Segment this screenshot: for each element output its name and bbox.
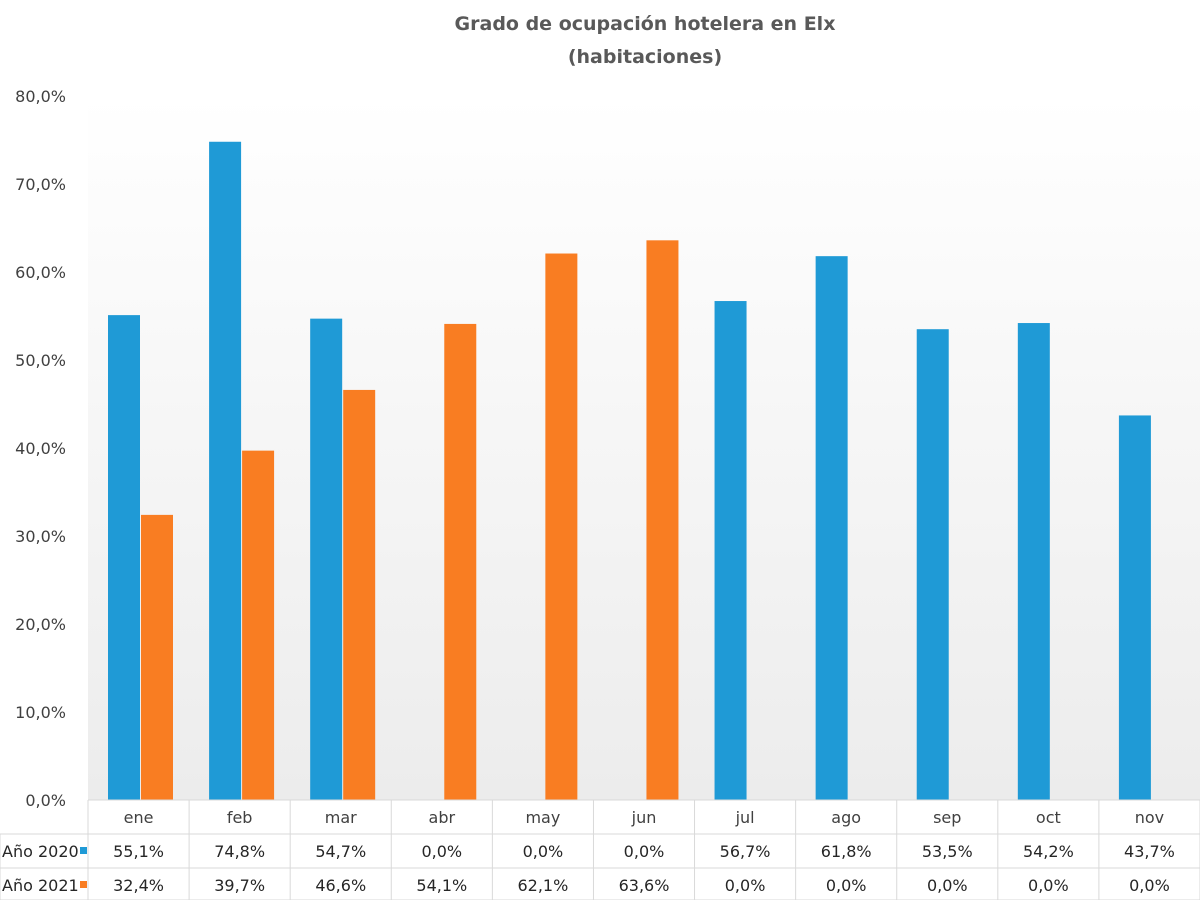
- data-label: 0,0%: [725, 876, 766, 895]
- x-tick-label: feb: [227, 808, 253, 827]
- y-tick-label: 0,0%: [25, 791, 66, 810]
- data-label: 0,0%: [523, 842, 564, 861]
- data-label: 0,0%: [421, 842, 462, 861]
- legend-label: Año 2021: [2, 876, 79, 895]
- data-label: 54,1%: [416, 876, 467, 895]
- y-tick-label: 30,0%: [15, 527, 66, 546]
- y-axis: 0,0% 10,0% 20,0% 30,0% 40,0% 50,0% 60,0% 70,0% 8…: [15, 87, 66, 810]
- y-tick-label: 20,0%: [15, 615, 66, 634]
- x-tick-label: ago: [831, 808, 861, 827]
- data-label: 53,5%: [922, 842, 973, 861]
- data-label: 32,4%: [113, 876, 164, 895]
- x-tick-label: jul: [735, 808, 755, 827]
- bar-2020-feb: [209, 141, 242, 800]
- y-tick-label: 50,0%: [15, 351, 66, 370]
- y-tick-label: 60,0%: [15, 263, 66, 282]
- data-label: 0,0%: [1028, 876, 1069, 895]
- bar-2021-may: [545, 253, 578, 800]
- chart-title: Grado de ocupación hotelera en Elx: [455, 13, 836, 35]
- x-tick-label: nov: [1135, 808, 1164, 827]
- data-label: 62,1%: [517, 876, 568, 895]
- x-tick-label: ene: [124, 808, 154, 827]
- data-label: 63,6%: [619, 876, 670, 895]
- bars: [108, 141, 1151, 800]
- bar-2020-ene: [108, 315, 140, 800]
- data-label: 0,0%: [1129, 876, 1170, 895]
- x-tick-label: jun: [631, 808, 657, 827]
- y-tick-label: 80,0%: [15, 87, 66, 106]
- bar-2021-feb: [242, 450, 275, 800]
- x-tick-label: mar: [325, 808, 357, 827]
- bar-2020-oct: [1017, 323, 1050, 800]
- data-label: 0,0%: [826, 876, 867, 895]
- data-label: 55,1%: [113, 842, 164, 861]
- legend-key: [80, 847, 87, 854]
- y-tick-label: 40,0%: [15, 439, 66, 458]
- data-label: 61,8%: [821, 842, 872, 861]
- data-label: 54,7%: [315, 842, 366, 861]
- bar-2021-abr: [444, 323, 477, 800]
- y-tick-label: 70,0%: [15, 175, 66, 194]
- bar-2020-ago: [815, 256, 848, 800]
- data-label: 56,7%: [720, 842, 771, 861]
- bar-2020-jul: [714, 301, 747, 800]
- data-label: 74,8%: [214, 842, 265, 861]
- data-label: 43,7%: [1124, 842, 1175, 861]
- bar-2021-mar: [343, 389, 376, 800]
- data-label: 54,2%: [1023, 842, 1074, 861]
- legend-key: [80, 881, 87, 888]
- bar-2020-nov: [1118, 415, 1151, 800]
- x-tick-label: sep: [933, 808, 961, 827]
- data-label: 46,6%: [315, 876, 366, 895]
- bar-2021-ene: [141, 514, 173, 800]
- bar-2020-sep: [916, 329, 949, 800]
- data-label: 39,7%: [214, 876, 265, 895]
- bar-2020-mar: [310, 318, 343, 800]
- y-tick-label: 10,0%: [15, 703, 66, 722]
- data-table: ene feb mar abr may jun jul ago sep oct nov Año 202…: [0, 799, 1200, 900]
- x-tick-label: abr: [429, 808, 456, 827]
- chart-subtitle: (habitaciones): [568, 46, 722, 68]
- data-label: 0,0%: [624, 842, 665, 861]
- x-tick-label: oct: [1036, 808, 1061, 827]
- legend-label: Año 2020: [2, 842, 79, 861]
- data-label: 0,0%: [927, 876, 968, 895]
- x-tick-label: may: [525, 808, 560, 827]
- bar-2021-jun: [646, 240, 679, 800]
